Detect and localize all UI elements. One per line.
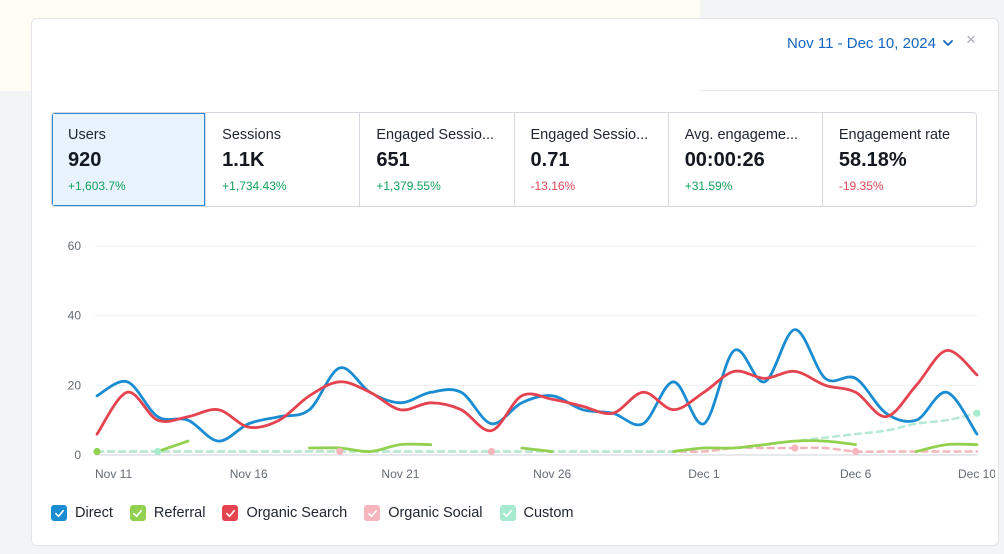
metric-delta: -13.16% <box>530 179 576 193</box>
checkbox-checked-icon[interactable] <box>222 505 239 521</box>
y-tick-label: 40 <box>68 309 82 323</box>
series-line-referral <box>520 446 554 453</box>
analytics-card <box>31 18 999 546</box>
legend-item-custom[interactable]: Custom <box>499 505 574 521</box>
checkbox-checked-icon[interactable] <box>499 505 516 521</box>
metric-value: 651 <box>376 149 410 171</box>
metric-delta: +31.59% <box>684 179 733 193</box>
legend-item-organic-social[interactable]: Organic Social <box>364 505 483 521</box>
y-tick-label: 60 <box>68 239 82 253</box>
metric-value: 920 <box>68 149 102 171</box>
metric-label: Users <box>68 127 106 143</box>
metric-engaged-sessions[interactable]: Engaged Sessio... 651 +1,379.55% <box>359 113 513 206</box>
series-point-organic-social <box>791 444 799 452</box>
series-line-referral <box>672 439 857 453</box>
metric-value: 58.18% <box>838 149 907 171</box>
chart-legend: Direct Referral Organic Search Organic S… <box>51 505 590 521</box>
series-point-custom <box>154 447 162 456</box>
close-icon[interactable]: × <box>966 30 976 49</box>
series-line-direct <box>95 328 979 443</box>
metric-label: Avg. engageme... <box>684 127 799 143</box>
legend-label: Referral <box>153 505 206 521</box>
metric-avg-engagement[interactable]: Avg. engageme... 00:00:26 +31.59% <box>667 113 822 206</box>
line-chart: 0 20 40 60 Nov 11 Nov 16 Nov 21 Nov 26 Dec 1 Dec … <box>68 239 995 481</box>
x-tick-label: Nov 16 <box>230 467 268 481</box>
series-point-organic-social <box>487 447 496 456</box>
metric-label: Sessions <box>222 127 282 143</box>
y-tick-label: 20 <box>68 378 82 392</box>
metric-engaged-sessions-per-user[interactable]: Engaged Sessio... 0.71 -13.16% <box>513 113 668 206</box>
legend-item-organic-search[interactable]: Organic Search <box>222 505 347 521</box>
metric-engagement-rate[interactable]: Engagement rate 58.18% -19.35% <box>821 113 976 206</box>
series-line-custom <box>95 411 979 454</box>
series-point-custom <box>973 409 981 417</box>
metric-delta: +1,603.7% <box>68 179 126 193</box>
metric-delta: +1,734.43% <box>222 179 287 193</box>
date-range-dropdown[interactable]: Nov 11 - Dec 10, 2024 <box>787 33 954 53</box>
metric-delta: +1,379.55% <box>376 179 441 193</box>
metric-label: Engaged Sessio... <box>530 127 649 143</box>
checkbox-checked-icon[interactable] <box>51 505 67 521</box>
series-point-referral <box>93 447 101 456</box>
legend-item-referral[interactable]: Referral <box>129 505 206 521</box>
series-line-referral <box>308 442 433 453</box>
x-tick-label: Nov 21 <box>381 467 419 481</box>
legend-label: Organic Search <box>246 505 348 521</box>
x-tick-label: Nov 11 <box>95 467 132 481</box>
metric-label: Engagement rate <box>838 127 951 143</box>
x-tick-label: Dec 1 <box>688 467 720 481</box>
legend-label: Custom <box>523 505 574 521</box>
checkbox-checked-icon[interactable] <box>364 505 381 521</box>
metrics-bar: Users 920 +1,603.7% Sessions 1.1K +1,734… <box>51 112 977 207</box>
date-range-label: Nov 11 - Dec 10, 2024 <box>787 34 936 52</box>
metric-sessions[interactable]: Sessions 1.1K +1,734.43% <box>205 113 359 206</box>
checkbox-checked-icon[interactable] <box>129 505 146 521</box>
x-tick-label: Dec 10 <box>958 467 995 481</box>
header-divider <box>700 90 998 91</box>
chevron-down-icon <box>943 40 953 46</box>
series-point-organic-social <box>336 447 344 456</box>
metric-label: Engaged Sessio... <box>376 127 495 143</box>
legend-item-direct[interactable]: Direct <box>51 505 113 521</box>
y-tick-label: 0 <box>74 448 81 462</box>
metric-delta: -19.35% <box>838 179 884 193</box>
series-line-referral <box>156 439 190 453</box>
series-line-referral <box>914 442 979 453</box>
series-line-organic-search <box>95 349 979 436</box>
legend-label: Organic Social <box>388 505 483 521</box>
metric-value: 00:00:26 <box>684 149 765 171</box>
x-tick-label: Dec 6 <box>840 467 872 481</box>
metric-users[interactable]: Users 920 +1,603.7% <box>52 113 206 206</box>
x-tick-label: Nov 26 <box>533 467 571 481</box>
metric-value: 1.1K <box>222 149 265 171</box>
series-point-organic-social <box>852 447 860 456</box>
legend-label: Direct <box>75 505 113 521</box>
metric-value: 0.71 <box>530 149 570 171</box>
